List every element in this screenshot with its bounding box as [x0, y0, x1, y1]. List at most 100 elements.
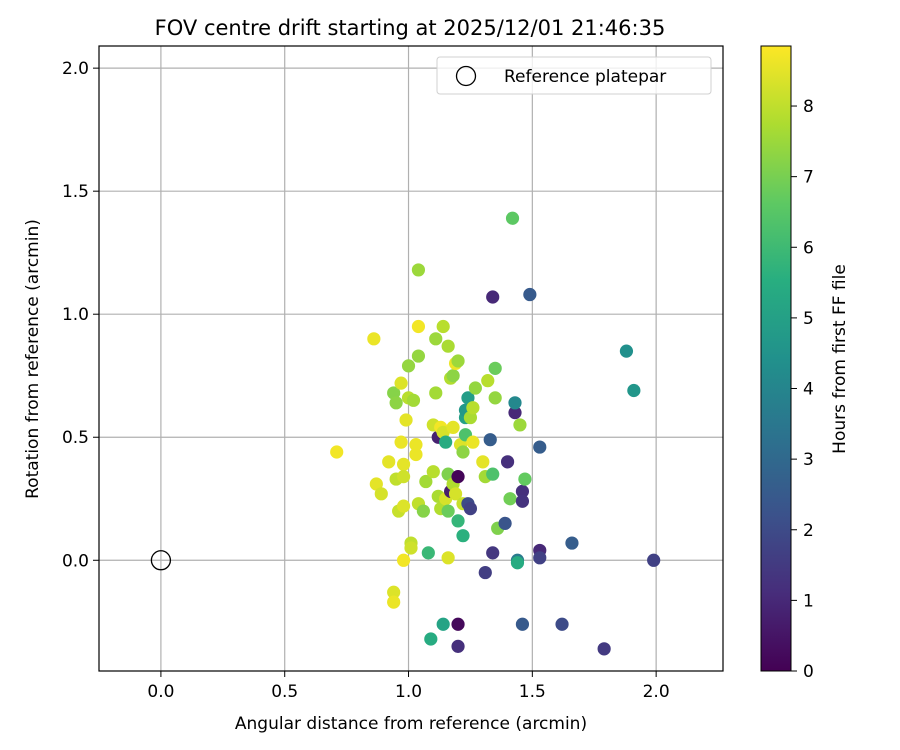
data-point — [597, 642, 611, 656]
data-point — [446, 369, 460, 383]
data-point — [441, 467, 455, 481]
legend-box — [436, 56, 712, 95]
data-point — [565, 536, 579, 550]
data-point — [498, 516, 512, 530]
y-tick-label: 2.0 — [62, 59, 89, 79]
data-point — [396, 499, 411, 513]
data-point — [369, 477, 383, 491]
grid-lines — [99, 46, 723, 671]
data-point — [647, 553, 661, 567]
data-point — [389, 396, 403, 410]
data-point — [486, 546, 500, 560]
data-point — [466, 435, 480, 449]
data-point — [476, 455, 490, 469]
x-tick-label: 1.0 — [395, 682, 422, 702]
data-point — [456, 529, 470, 543]
legend-label-reference: Reference platepar — [504, 67, 666, 87]
colorbar-tick-label: 2 — [803, 521, 814, 541]
data-point — [367, 332, 381, 346]
y-tick-label: 0.5 — [62, 428, 89, 448]
chart-title: FOV centre drift starting at 2025/12/01 … — [155, 16, 666, 40]
data-points — [330, 211, 661, 656]
data-point — [441, 339, 455, 353]
data-point — [488, 361, 502, 375]
legend: Reference platepar — [436, 56, 712, 95]
data-point — [486, 290, 500, 304]
data-point — [518, 472, 532, 486]
data-point — [436, 617, 450, 631]
data-point — [387, 595, 401, 609]
data-point — [555, 617, 569, 631]
data-point — [436, 319, 450, 334]
data-point — [448, 487, 463, 501]
data-point — [500, 455, 515, 469]
y-tick-label: 1.5 — [62, 182, 89, 202]
data-point — [411, 319, 426, 334]
data-point — [515, 484, 530, 498]
colorbar-gradient — [760, 45, 792, 672]
data-point — [330, 445, 344, 459]
data-point — [421, 546, 435, 560]
data-point — [451, 354, 465, 368]
legend-open-circle-icon — [455, 65, 477, 87]
data-point — [523, 287, 537, 302]
data-point — [508, 406, 522, 420]
data-point — [429, 386, 443, 400]
data-point — [399, 413, 413, 427]
data-point — [441, 504, 455, 518]
data-point — [513, 418, 527, 432]
data-point — [461, 391, 475, 405]
data-point — [515, 494, 530, 508]
data-point — [508, 396, 522, 410]
y-axis-label: Rotation from reference (arcmin) — [23, 219, 43, 499]
data-point — [374, 487, 388, 501]
data-point — [446, 420, 460, 434]
data-point — [441, 551, 455, 565]
data-point — [404, 541, 418, 555]
data-point — [409, 438, 423, 452]
x-axis-label: Angular distance from reference (arcmin) — [235, 714, 587, 734]
colorbar-tick-label: 4 — [803, 380, 814, 400]
data-point — [505, 211, 520, 225]
data-point — [396, 553, 411, 567]
data-point — [510, 556, 525, 570]
data-point — [483, 433, 497, 447]
data-point — [416, 504, 430, 518]
data-point — [429, 332, 443, 346]
colorbar-ticks: 0 1 2 3 4 5 6 7 8 — [791, 97, 814, 682]
colorbar-tick-label: 3 — [803, 450, 814, 470]
data-point — [424, 632, 438, 646]
data-point — [627, 383, 641, 398]
plot-frame — [98, 45, 724, 672]
colorbar-tick-label: 8 — [803, 97, 814, 117]
data-point — [533, 440, 547, 454]
data-point — [533, 551, 547, 565]
colorbar-tick-label: 6 — [803, 238, 814, 258]
data-point — [515, 617, 530, 631]
data-point — [451, 514, 465, 528]
colorbar-tick-label: 5 — [803, 309, 814, 329]
data-point — [439, 435, 453, 449]
data-point — [394, 435, 408, 449]
data-point — [387, 585, 401, 599]
data-point — [419, 474, 433, 489]
data-point — [411, 263, 426, 277]
data-point — [426, 465, 440, 479]
reference-marker — [150, 550, 172, 571]
data-point — [486, 467, 500, 481]
data-point — [463, 501, 478, 516]
x-tick-label: 0.5 — [271, 682, 298, 702]
x-tick-label: 2.0 — [643, 682, 670, 702]
data-point — [478, 565, 492, 580]
data-point — [619, 344, 634, 358]
data-point — [396, 470, 411, 484]
data-point — [394, 376, 408, 390]
data-point — [406, 393, 421, 407]
data-point — [456, 445, 470, 459]
colorbar-tick-label: 0 — [803, 662, 814, 682]
colorbar-tick-label: 1 — [803, 591, 814, 611]
colorbar: 0 1 2 3 4 5 6 7 8 Hours from first FF file — [760, 45, 850, 682]
data-point — [401, 359, 416, 373]
x-tick-label: 0.0 — [147, 682, 174, 702]
